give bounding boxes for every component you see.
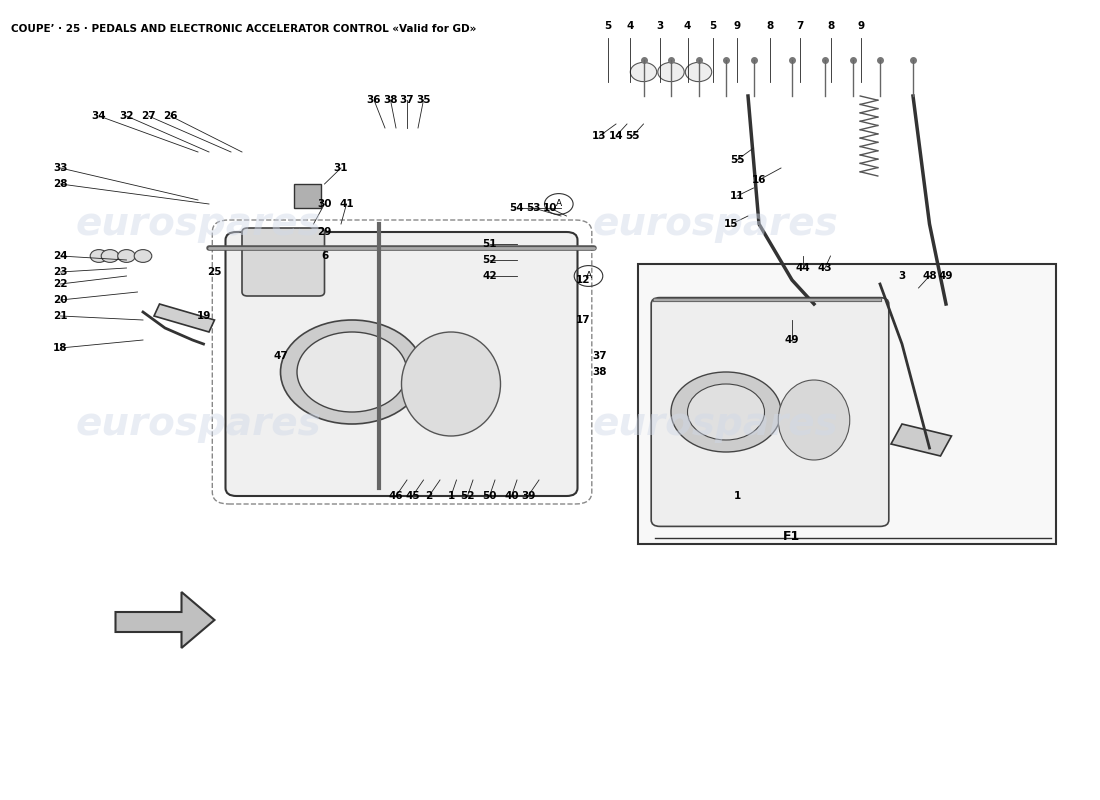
Text: 8: 8 — [827, 21, 834, 30]
Text: 3: 3 — [899, 271, 905, 281]
Text: 37: 37 — [592, 351, 607, 361]
Circle shape — [685, 62, 712, 82]
Text: 4: 4 — [684, 21, 691, 30]
Text: 7: 7 — [796, 21, 803, 30]
Text: 42: 42 — [482, 271, 497, 281]
FancyBboxPatch shape — [638, 264, 1056, 544]
Text: 43: 43 — [817, 263, 833, 273]
Circle shape — [630, 62, 657, 82]
Text: 38: 38 — [592, 367, 607, 377]
Polygon shape — [154, 304, 215, 332]
Text: 17: 17 — [575, 315, 591, 325]
Text: eurospares: eurospares — [592, 405, 838, 443]
Text: 2: 2 — [426, 491, 432, 501]
Text: 33: 33 — [53, 163, 68, 173]
Text: 39: 39 — [520, 491, 536, 501]
Text: 8: 8 — [767, 21, 773, 30]
Bar — [294, 184, 321, 208]
Text: 37: 37 — [399, 95, 415, 105]
Text: 4: 4 — [627, 21, 634, 30]
Text: eurospares: eurospares — [592, 205, 838, 243]
Text: 16: 16 — [751, 175, 767, 185]
Text: 14: 14 — [608, 131, 624, 141]
Text: COUPE’ · 25 · PEDALS AND ELECTRONIC ACCELERATOR CONTROL «Valid for GD»: COUPE’ · 25 · PEDALS AND ELECTRONIC ACCE… — [11, 24, 476, 34]
Text: 34: 34 — [91, 111, 107, 121]
Text: A: A — [556, 199, 562, 209]
Text: 35: 35 — [416, 95, 431, 105]
Text: 54: 54 — [509, 203, 525, 213]
Text: 32: 32 — [119, 111, 134, 121]
Text: 23: 23 — [53, 267, 68, 277]
Text: 9: 9 — [734, 21, 740, 30]
Text: 52: 52 — [482, 255, 497, 265]
Text: 51: 51 — [482, 239, 497, 249]
Ellipse shape — [779, 380, 849, 460]
Text: 49: 49 — [938, 271, 954, 281]
Text: 5: 5 — [605, 21, 612, 30]
FancyBboxPatch shape — [242, 228, 324, 296]
Text: 15: 15 — [724, 219, 739, 229]
Text: 19: 19 — [196, 311, 211, 321]
Text: 25: 25 — [207, 267, 222, 277]
Polygon shape — [930, 288, 996, 336]
Text: 18: 18 — [53, 343, 68, 353]
Text: 36: 36 — [366, 95, 382, 105]
Text: 55: 55 — [729, 155, 745, 165]
Text: 41: 41 — [339, 199, 354, 209]
Circle shape — [90, 250, 108, 262]
Text: 31: 31 — [333, 163, 349, 173]
Text: 1: 1 — [734, 491, 740, 501]
Text: A: A — [585, 271, 592, 281]
Circle shape — [297, 332, 407, 412]
Text: 50: 50 — [482, 491, 497, 501]
Text: 38: 38 — [383, 95, 398, 105]
Text: 11: 11 — [729, 191, 745, 201]
Text: 46: 46 — [388, 491, 404, 501]
Circle shape — [658, 62, 684, 82]
Circle shape — [118, 250, 135, 262]
Text: 40: 40 — [504, 491, 519, 501]
Text: F1: F1 — [783, 530, 801, 542]
Text: 44: 44 — [795, 263, 811, 273]
Text: eurospares: eurospares — [75, 405, 321, 443]
Text: 21: 21 — [53, 311, 68, 321]
Text: 55: 55 — [625, 131, 640, 141]
Text: 13: 13 — [592, 131, 607, 141]
Circle shape — [671, 372, 781, 452]
Text: 10: 10 — [542, 203, 558, 213]
Circle shape — [688, 384, 764, 440]
Text: 1: 1 — [448, 491, 454, 501]
Ellipse shape — [402, 332, 500, 436]
Polygon shape — [116, 592, 214, 648]
FancyBboxPatch shape — [651, 298, 889, 526]
Text: 12: 12 — [575, 275, 591, 285]
Text: 24: 24 — [53, 251, 68, 261]
Text: 29: 29 — [317, 227, 332, 237]
Polygon shape — [803, 288, 869, 336]
Circle shape — [134, 250, 152, 262]
Text: 48: 48 — [922, 271, 937, 281]
Text: 5: 5 — [710, 21, 716, 30]
Text: 3: 3 — [657, 21, 663, 30]
Text: 9: 9 — [858, 21, 865, 30]
Text: 6: 6 — [321, 251, 328, 261]
Circle shape — [280, 320, 424, 424]
FancyBboxPatch shape — [226, 232, 578, 496]
Text: 20: 20 — [53, 295, 68, 305]
Text: 45: 45 — [405, 491, 420, 501]
Text: 52: 52 — [460, 491, 475, 501]
Text: 47: 47 — [273, 351, 288, 361]
Text: 26: 26 — [163, 111, 178, 121]
Text: 30: 30 — [317, 199, 332, 209]
Text: 27: 27 — [141, 111, 156, 121]
Text: 28: 28 — [53, 179, 68, 189]
Text: 22: 22 — [53, 279, 68, 289]
Text: eurospares: eurospares — [75, 205, 321, 243]
Text: 53: 53 — [526, 203, 541, 213]
Polygon shape — [891, 424, 952, 456]
Circle shape — [101, 250, 119, 262]
Text: 49: 49 — [784, 335, 800, 345]
